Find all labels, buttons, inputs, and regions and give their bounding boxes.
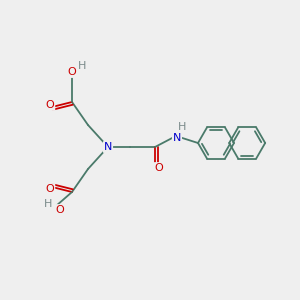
Text: O: O (154, 163, 164, 173)
Text: H: H (44, 199, 52, 209)
Text: O: O (68, 67, 76, 77)
Text: N: N (173, 133, 181, 143)
Text: O: O (56, 205, 64, 215)
Text: H: H (78, 61, 86, 71)
Text: O: O (46, 100, 54, 110)
Text: N: N (104, 142, 112, 152)
Text: H: H (178, 122, 186, 132)
Text: O: O (46, 184, 54, 194)
